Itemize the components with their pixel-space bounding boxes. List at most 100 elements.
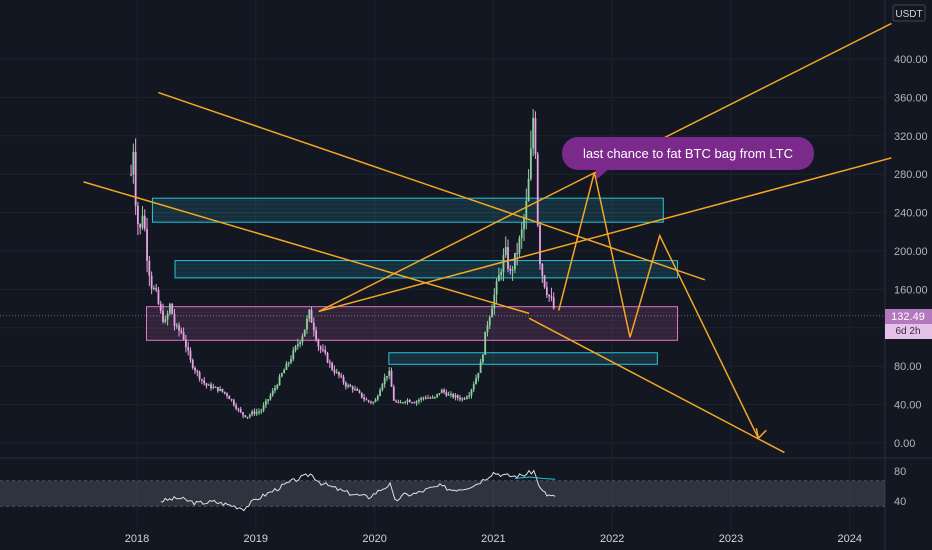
candle-body (331, 363, 334, 370)
candle-body (335, 371, 338, 373)
candle-body (488, 317, 491, 326)
trendline (318, 157, 892, 313)
candle-body (184, 339, 187, 348)
price-tick-label: 80.00 (894, 361, 922, 373)
candle-body (518, 238, 521, 254)
candle-body (493, 294, 496, 309)
candle-body (175, 325, 178, 327)
candle-body (500, 272, 503, 275)
candle-body (545, 287, 548, 295)
unit-badge[interactable]: USDT (892, 4, 926, 22)
candle-body (472, 384, 475, 390)
candle-body (413, 402, 416, 404)
last-price-label: 132.49 (891, 311, 925, 323)
price-tick-label: 360.00 (894, 92, 928, 104)
candle-body (516, 252, 519, 254)
candle-body (262, 405, 265, 411)
candle-body (166, 313, 169, 320)
candle-body (477, 372, 480, 379)
candle-body (283, 369, 286, 374)
candle-body (529, 148, 532, 179)
candle-body (502, 255, 505, 273)
bar-countdown: 6d 2h (895, 326, 920, 337)
candle-body (205, 383, 208, 386)
candle-body (434, 396, 436, 398)
candle-body (475, 378, 477, 385)
candle-body (223, 391, 226, 394)
candle-body (420, 397, 423, 400)
candle-body (422, 397, 425, 399)
time-tick-label: 2023 (719, 533, 743, 545)
candle-body (520, 229, 523, 239)
candle-body (349, 385, 352, 387)
candle-body (354, 388, 356, 390)
candle-body (200, 379, 203, 381)
candle-body (212, 386, 215, 389)
candle-body (388, 370, 391, 376)
candle-body (534, 118, 537, 155)
candle-body (251, 411, 254, 415)
time-tick-label: 2018 (125, 533, 149, 545)
candle-body (431, 397, 434, 399)
candle-body (130, 174, 132, 176)
candle-body (509, 268, 512, 271)
candle-body (461, 398, 464, 400)
candle-body (429, 397, 432, 399)
candle-body (486, 325, 489, 332)
candle-body (374, 399, 377, 403)
candle-body (527, 178, 530, 202)
candle-body (132, 151, 135, 175)
candle-body (445, 392, 448, 396)
candle-body (395, 400, 397, 402)
candle-body (292, 350, 295, 360)
candle-body (344, 382, 347, 387)
candle-body (541, 264, 544, 276)
candle-body (264, 400, 267, 406)
candle-body (290, 359, 292, 363)
candle-body (178, 325, 180, 331)
time-axis[interactable]: 2018 2019 2020 2021 2022 2023 2024 (125, 533, 862, 545)
candle-body (379, 389, 381, 396)
candle-body (356, 388, 359, 391)
candle-body (440, 389, 443, 394)
price-tick-label: 200.00 (894, 246, 928, 258)
candle-body (146, 229, 148, 261)
projection-path (558, 172, 767, 440)
candle-body (139, 224, 142, 228)
oscillator-tick-label: 80 (894, 466, 906, 478)
price-zone-hatch (152, 198, 664, 223)
candle-body (164, 319, 167, 322)
candle-body (226, 393, 228, 396)
candle-body (443, 389, 445, 393)
candle-body (539, 225, 541, 265)
candle-body (438, 393, 441, 395)
candle-body (203, 380, 206, 384)
candle-body (255, 411, 258, 414)
price-axis[interactable]: 0.0040.0080.00120.00160.00200.00240.0028… (894, 54, 928, 508)
unit-label: USDT (895, 9, 922, 20)
price-zone-hatch (175, 260, 678, 278)
candle-body (427, 397, 429, 399)
candle-body (397, 401, 400, 403)
candle-body (424, 397, 427, 399)
candle-body (513, 252, 516, 270)
candle-body (312, 322, 315, 331)
price-zones (146, 197, 679, 365)
candle-body (134, 151, 137, 206)
oscillator-tick-label: 40 (894, 496, 906, 508)
candle-body (189, 350, 192, 360)
candle-body (351, 386, 354, 390)
candle-body (196, 370, 199, 373)
candle-body (244, 415, 247, 418)
candle-body (411, 402, 413, 404)
candle-body (239, 409, 242, 413)
candle-body (363, 397, 365, 400)
candle-body (232, 400, 235, 406)
candle-body (276, 385, 279, 389)
candle-body (338, 371, 340, 376)
candle-body (253, 411, 256, 414)
oscillator-line (160, 469, 556, 512)
candle-body (365, 399, 368, 401)
candle-body (376, 395, 379, 400)
